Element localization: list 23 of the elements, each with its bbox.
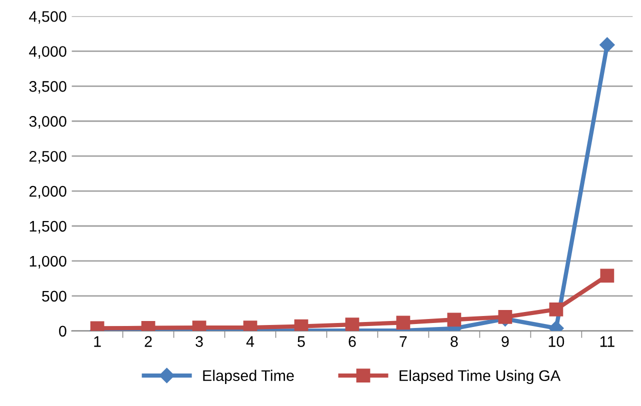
y-tick-label: 4,500 [29,11,66,24]
y-tick-label: 3,500 [29,81,66,94]
y-tick-label: 1,500 [30,220,66,234]
x-tick-label: 8 [450,336,458,347]
x-tick-label: 4 [246,336,254,347]
y-tick-label: 3,000 [29,116,66,129]
y-tick-label: 1,000 [30,256,66,268]
x-tick-label: 1 [94,336,101,347]
x-tick-label: 9 [502,336,509,347]
x-tick-label: 10 [548,336,564,347]
legend-label: Elapsed Time Using GA [400,370,561,384]
x-tick-label: 11 [600,336,614,347]
y-tick-label: 0 [59,326,66,337]
x-tick-label: 2 [144,336,152,347]
x-tick-label: 6 [348,336,356,347]
y-tick-label: 2,000 [29,186,66,199]
y-tick-label: 2,500 [29,150,66,164]
legend-label: Elapsed Time [203,370,294,384]
y-tick-label: 4,000 [29,46,66,59]
x-tick-label: 3 [196,336,203,347]
x-tick-label: 7 [400,336,407,347]
y-tick-label: 500 [42,290,66,302]
x-tick-label: 5 [298,336,305,347]
